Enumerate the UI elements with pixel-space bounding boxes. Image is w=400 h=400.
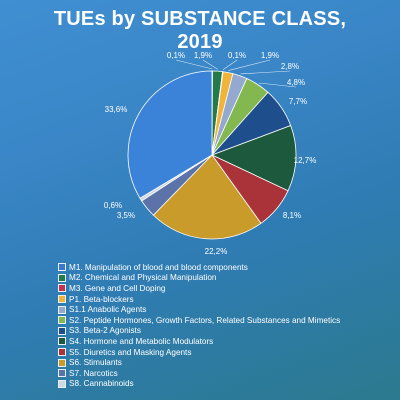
legend-item: M2. Chemical and Physical Manipulation <box>58 273 388 284</box>
slice-label: 33,6% <box>105 105 128 114</box>
leader-line <box>175 59 213 70</box>
legend-label: M2. Chemical and Physical Manipulation <box>69 273 217 283</box>
legend-label: M1. Manipulation of blood and blood comp… <box>69 262 248 272</box>
chart-legend: M1. Manipulation of blood and blood comp… <box>58 262 388 389</box>
legend-label: S3. Beta-2 Agonists <box>69 326 141 336</box>
pie-slice <box>210 125 297 192</box>
legend-item: M1. Manipulation of blood and blood comp… <box>58 262 388 273</box>
slice-label: 1,9% <box>261 51 279 60</box>
slice-label: 3,5% <box>117 211 135 220</box>
leader-line <box>258 82 297 88</box>
slice-label: 7,7% <box>289 97 307 106</box>
leader-line <box>222 59 238 70</box>
legend-swatch <box>58 295 66 304</box>
legend-swatch <box>58 273 66 282</box>
legend-label: S8. Cannabinoids <box>69 379 134 389</box>
leader-line <box>240 70 291 75</box>
legend-item: M3. Gene and Cell Doping <box>58 283 388 294</box>
slice-label: 0,1% <box>228 51 246 60</box>
legend-item: S7. Narcotics <box>58 368 388 379</box>
legend-item: S5. Diuretics and Masking Agents <box>58 347 388 358</box>
legend-item: S3. Beta-2 Agonists <box>58 326 388 337</box>
slice-label: 0,6% <box>104 201 122 210</box>
legend-item: P1. Beta-blockers <box>58 294 388 305</box>
legend-label: S7. Narcotics <box>69 368 118 378</box>
legend-label: S5. Diuretics and Masking Agents <box>69 347 192 357</box>
slice-label: 4,8% <box>287 78 305 87</box>
legend-label: M3. Gene and Cell Doping <box>69 283 166 293</box>
legend-swatch <box>58 337 66 346</box>
legend-item: S8. Cannabinoids <box>58 379 388 390</box>
legend-swatch <box>58 284 66 293</box>
legend-item: S4. Hormone and Metabolic Modulators <box>58 336 388 347</box>
slice-label: 1,9% <box>194 51 212 60</box>
legend-swatch <box>58 326 66 335</box>
legend-label: P1. Beta-blockers <box>69 294 134 304</box>
chart-title: TUEs by SUBSTANCE CLASS, 2019 <box>53 8 347 53</box>
pie-chart: 0,1% 1,9% 0,1% 1,9%2,8%4,8%7,7%12,7%8,1%22,… <box>104 51 317 256</box>
legend-label: S4. Hormone and Metabolic Modulators <box>69 336 214 346</box>
legend-item: S1.1 Anabolic Agents <box>58 304 388 315</box>
legend-label: S1.1 Anabolic Agents <box>69 305 147 315</box>
leader-line <box>228 59 271 71</box>
slice-label: 2,8% <box>281 62 299 71</box>
legend-item: S6. Stimulants <box>58 357 388 368</box>
pie-slice <box>127 70 213 199</box>
legend-swatch <box>58 316 66 325</box>
legend-swatch <box>58 358 66 367</box>
slice-label: 12,7% <box>294 156 317 165</box>
legend-label: S6. Stimulants <box>69 358 122 368</box>
legend-swatch <box>58 379 66 388</box>
slice-label: 0,1% <box>167 51 185 60</box>
legend-label: S2. Peptide Hormones, Growth Factors, Re… <box>69 315 341 325</box>
leader-line <box>202 59 218 70</box>
pie-slice <box>152 154 262 240</box>
slice-label: 22,2% <box>205 247 228 256</box>
slice-label: 8,1% <box>283 211 301 220</box>
legend-item: S2. Peptide Hormones, Growth Factors, Re… <box>58 315 388 326</box>
legend-swatch <box>58 263 66 272</box>
legend-swatch <box>58 305 66 314</box>
legend-swatch <box>58 348 66 357</box>
legend-swatch <box>58 369 66 378</box>
